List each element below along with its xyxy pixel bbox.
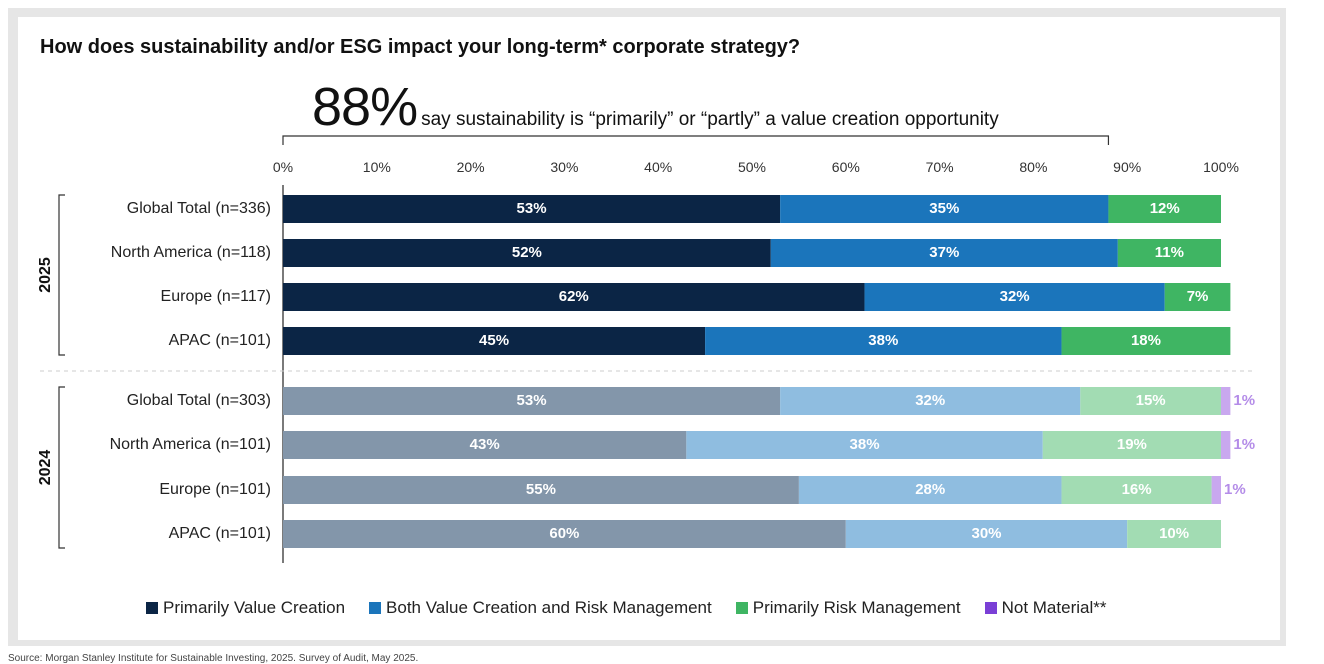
bar-segment xyxy=(864,283,1165,311)
row-label: North America (n=118) xyxy=(111,244,271,261)
headline-bracket xyxy=(282,135,1110,145)
data-label: 35% xyxy=(929,200,959,217)
bar-segment xyxy=(1080,387,1221,415)
bar-segment xyxy=(770,239,1118,267)
data-label: 52% xyxy=(512,244,542,261)
data-label: 45% xyxy=(479,332,509,349)
x-tick-label: 0% xyxy=(273,159,293,175)
data-label: 38% xyxy=(850,436,880,453)
row-label: North America (n=101) xyxy=(110,436,271,453)
data-label: 60% xyxy=(549,525,579,542)
headline: 88% say sustainability is “primarily” or … xyxy=(312,76,999,138)
legend-label: Both Value Creation and Risk Management xyxy=(386,598,712,617)
bar-segment xyxy=(1042,431,1221,459)
legend-item: Primarily Value Creation xyxy=(146,598,345,618)
legend-item: Not Material** xyxy=(984,598,1107,618)
bar-segment xyxy=(686,431,1043,459)
data-label: 1% xyxy=(1233,392,1255,409)
data-label: 10% xyxy=(1159,525,1189,542)
x-tick-label: 50% xyxy=(738,159,766,175)
bar-segment xyxy=(283,283,865,311)
bar-segment xyxy=(283,476,799,504)
group-bracket xyxy=(58,194,65,356)
bar-segment xyxy=(780,387,1081,415)
x-tick-label: 20% xyxy=(457,159,485,175)
x-tick-label: 60% xyxy=(832,159,860,175)
bar-segment xyxy=(283,327,706,355)
data-label: 53% xyxy=(517,392,547,409)
data-label: 30% xyxy=(971,525,1001,542)
legend-swatch-not-material xyxy=(984,602,997,614)
data-label: 19% xyxy=(1117,436,1147,453)
data-label: 11% xyxy=(1155,244,1184,261)
bar-segment xyxy=(283,239,771,267)
group-bracket xyxy=(58,386,65,549)
group-label: 2024 xyxy=(37,450,54,486)
data-label: 16% xyxy=(1122,481,1152,498)
row-label: Europe (n=117) xyxy=(161,288,271,305)
data-label: 7% xyxy=(1187,288,1209,305)
bar-segment xyxy=(1117,239,1221,267)
data-label: 53% xyxy=(517,200,547,217)
bar-segment xyxy=(845,520,1128,548)
bar-segment xyxy=(1211,476,1221,504)
data-label: 1% xyxy=(1233,436,1255,453)
source-footnote: Source: Morgan Stanley Institute for Sus… xyxy=(8,653,419,664)
x-tick-label: 40% xyxy=(644,159,672,175)
data-label: 12% xyxy=(1150,200,1180,217)
bar-segment xyxy=(283,387,781,415)
legend-item: Primarily Risk Management xyxy=(735,598,961,618)
bar-segment xyxy=(798,476,1062,504)
legend-item: Both Value Creation and Risk Management xyxy=(369,598,712,618)
legend-label: Primarily Risk Management xyxy=(752,598,961,617)
data-label: 37% xyxy=(929,244,959,261)
x-tick-label: 70% xyxy=(926,159,954,175)
bar-segment xyxy=(780,195,1109,223)
legend: Primarily Value Creation Both Value Crea… xyxy=(146,598,1106,618)
x-tick-label: 80% xyxy=(1019,159,1047,175)
data-label: 43% xyxy=(470,436,500,453)
bar-segment xyxy=(283,431,687,459)
data-label: 15% xyxy=(1136,392,1166,409)
bar-segment xyxy=(1061,327,1231,355)
row-label: Global Total (n=303) xyxy=(127,392,271,409)
data-label: 1% xyxy=(1224,481,1246,498)
legend-swatch-both xyxy=(369,602,382,614)
x-tick-label: 90% xyxy=(1113,159,1141,175)
bar-segment xyxy=(1127,520,1221,548)
headline-text: say sustainability is “primarily” or “pa… xyxy=(421,109,999,130)
row-label: APAC (n=101) xyxy=(169,332,271,349)
x-tick-label: 10% xyxy=(363,159,391,175)
row-label: APAC (n=101) xyxy=(169,525,271,542)
bar-segment xyxy=(283,520,846,548)
legend-label: Not Material** xyxy=(1001,598,1107,617)
data-label: 32% xyxy=(1000,288,1030,305)
bar-segment xyxy=(1221,387,1231,415)
headline-percent: 88% xyxy=(312,77,418,137)
row-label: Europe (n=101) xyxy=(159,481,271,498)
legend-swatch-risk-management xyxy=(735,602,748,614)
legend-label: Primarily Value Creation xyxy=(163,598,346,617)
data-label: 55% xyxy=(526,481,556,498)
bar-segment xyxy=(1164,283,1231,311)
chart-title: How does sustainability and/or ESG impac… xyxy=(40,36,801,58)
data-label: 28% xyxy=(915,481,945,498)
bar-segment xyxy=(1108,195,1221,223)
data-label: 62% xyxy=(559,288,589,305)
legend-swatch-value-creation xyxy=(146,602,158,614)
data-label: 38% xyxy=(868,332,898,349)
x-tick-label: 30% xyxy=(550,159,578,175)
bar-segment xyxy=(283,195,781,223)
x-tick-label: 100% xyxy=(1203,159,1239,175)
bar-segment xyxy=(1221,431,1231,459)
bar-segment xyxy=(705,327,1062,355)
bar-segment xyxy=(1061,476,1212,504)
group-label: 2025 xyxy=(37,257,54,293)
data-label: 32% xyxy=(915,392,945,409)
row-label: Global Total (n=336) xyxy=(127,200,271,217)
data-label: 18% xyxy=(1131,332,1161,349)
